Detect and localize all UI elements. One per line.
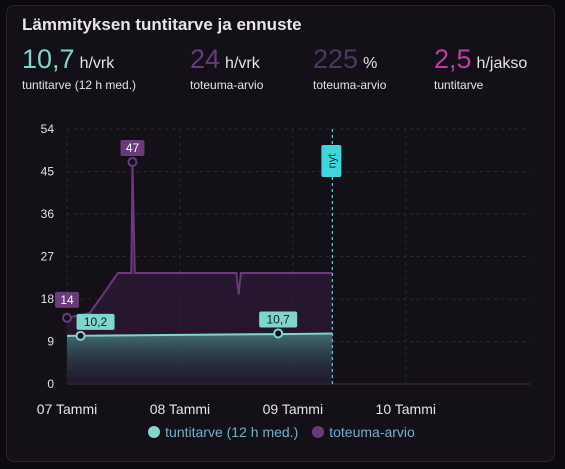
stat-unit: h/jakso	[476, 55, 528, 72]
x-tick-label: 07 Tammi	[37, 401, 97, 417]
data-label-box	[120, 140, 145, 157]
series-line-hourly-need	[66, 332, 333, 337]
y-tick-label: 0	[47, 377, 54, 391]
stat-label: tuntitarve (12 h med.)	[22, 78, 137, 92]
stat-actual-estimate: 24 h/vrk toteuma-arvio	[190, 44, 263, 92]
now-label: nyt	[326, 154, 338, 169]
stat-unit: %	[363, 55, 378, 72]
legend-item-actual-estimate[interactable]: toteuma-arvio	[312, 424, 415, 440]
y-tick-label: 18	[41, 292, 55, 306]
data-label: 10,7	[266, 312, 290, 326]
stat-value: 225	[313, 44, 359, 74]
stat-period-need: 2,5 h/jakso tuntitarve	[434, 44, 527, 92]
data-point	[62, 312, 72, 323]
legend-dot-icon	[312, 426, 325, 438]
x-tick-label: 10 Tammi	[376, 401, 436, 417]
data-point	[273, 328, 284, 339]
stat-unit: h/vrk	[79, 55, 115, 72]
heating-card: Lämmityksen tuntitarve ja ennuste 10,7 h…	[6, 5, 555, 462]
data-label: 47	[126, 141, 140, 155]
x-tick-label: 09 Tammi	[263, 401, 323, 417]
stat-value: 24	[190, 44, 221, 74]
data-label-box	[76, 313, 115, 330]
card-title: Lämmityksen tuntitarve ja ennuste	[22, 15, 302, 34]
legend-dot-icon	[148, 426, 161, 438]
series-area-hourly-need	[67, 333, 333, 384]
stat-label: toteuma-arvio	[190, 78, 264, 92]
data-label: 10,2	[84, 315, 108, 329]
stat-value: 2,5	[434, 44, 472, 74]
legend-label: toteuma-arvio	[329, 424, 415, 440]
stat-actual-percent: 225 % toteuma-arvio	[313, 44, 386, 92]
stat-label: toteuma-arvio	[313, 78, 387, 92]
y-tick-label: 27	[41, 250, 55, 264]
stat-hourly-need: 10,7 h/vrk tuntitarve (12 h med.)	[22, 44, 136, 92]
data-point	[127, 157, 138, 168]
data-label-box	[55, 291, 79, 308]
heating-chart: 0 9 18 27 36 45 54 07 Tammi 08 Tammi 09 Tammi 10 T…	[37, 122, 530, 417]
legend-item-hourly-need[interactable]: tuntitarve (12 h med.)	[148, 424, 298, 440]
data-label-box	[259, 311, 298, 328]
chart-legend: tuntitarve (12 h med.) toteuma-arvio	[7, 424, 556, 440]
now-label-box	[321, 145, 342, 177]
stat-label: tuntitarve	[434, 78, 484, 92]
y-tick-label: 36	[41, 207, 55, 221]
y-tick-label: 45	[41, 165, 55, 179]
data-label: 14	[60, 293, 74, 307]
stat-value: 10,7	[22, 44, 75, 74]
y-tick-label: 9	[47, 335, 54, 349]
y-tick-label: 54	[41, 122, 55, 136]
data-point	[75, 330, 86, 341]
legend-label: tuntitarve (12 h med.)	[165, 424, 299, 440]
stat-unit: h/vrk	[225, 55, 260, 72]
x-tick-label: 08 Tammi	[150, 401, 210, 417]
